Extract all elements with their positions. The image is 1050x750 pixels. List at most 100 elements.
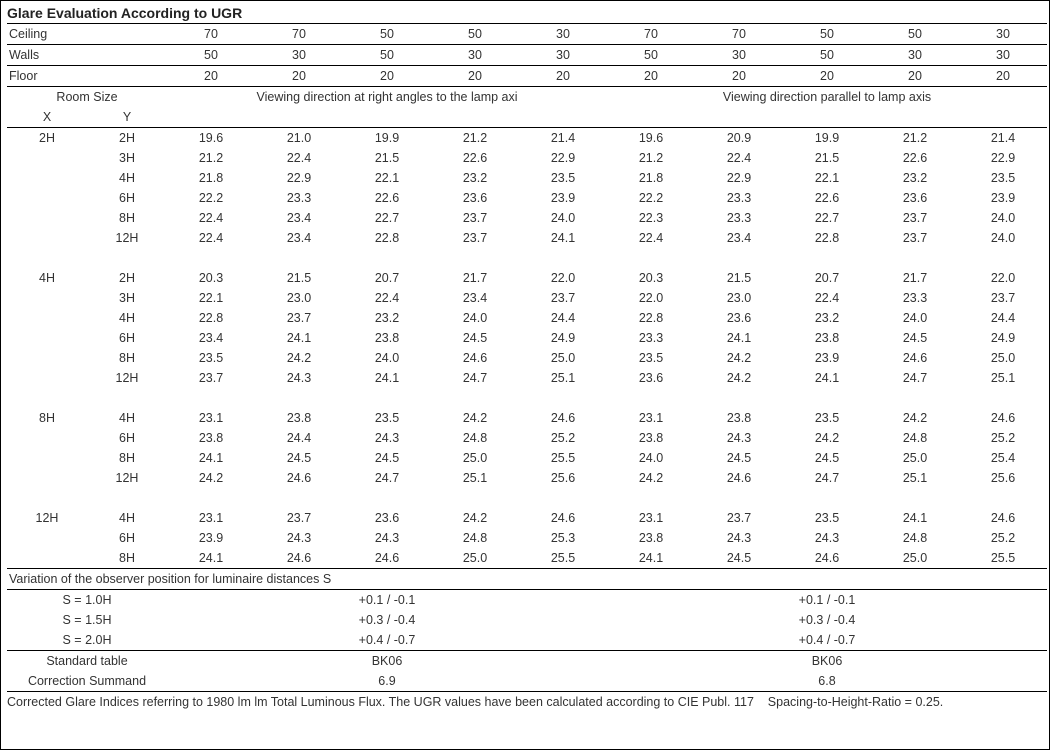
header-left-1: 20 (255, 66, 343, 87)
value-left: 24.6 (519, 508, 607, 528)
header-right-0: 20 (607, 66, 695, 87)
value-right: 23.8 (607, 528, 695, 548)
value-right: 24.4 (959, 308, 1047, 328)
header-row-ceiling: Ceiling70705050307070505030 (7, 24, 1047, 45)
value-right: 24.5 (695, 448, 783, 468)
value-right: 24.0 (871, 308, 959, 328)
header-right-4: 30 (959, 45, 1047, 66)
value-left: 23.8 (167, 428, 255, 448)
header-row-walls: Walls50305030305030503030 (7, 45, 1047, 66)
value-right: 23.8 (607, 428, 695, 448)
y-cell: 8H (87, 208, 167, 228)
x-cell (7, 448, 87, 468)
variation-heading-row: Variation of the observer position for l… (7, 569, 1047, 590)
value-right: 24.6 (959, 508, 1047, 528)
value-left: 24.2 (431, 408, 519, 428)
group-spacer (7, 488, 1047, 508)
data-row: 3H21.222.421.522.622.921.222.421.522.622… (7, 148, 1047, 168)
value-right: 21.2 (607, 148, 695, 168)
y-cell: 4H (87, 168, 167, 188)
variation-right: +0.3 / -0.4 (607, 610, 1047, 630)
value-right: 23.2 (783, 308, 871, 328)
value-left: 21.0 (255, 128, 343, 149)
value-left: 23.1 (167, 508, 255, 528)
value-left: 23.1 (167, 408, 255, 428)
value-right: 25.4 (959, 448, 1047, 468)
value-right: 21.5 (783, 148, 871, 168)
direction-left: Viewing direction at right angles to the… (167, 87, 607, 108)
value-left: 23.9 (167, 528, 255, 548)
x-cell: 4H (7, 268, 87, 288)
value-left: 23.4 (255, 208, 343, 228)
y-cell: 6H (87, 188, 167, 208)
y-cell: 6H (87, 328, 167, 348)
value-left: 25.6 (519, 468, 607, 488)
value-right: 23.5 (783, 408, 871, 428)
data-row: 6H22.223.322.623.623.922.223.322.623.623… (7, 188, 1047, 208)
value-right: 23.5 (783, 508, 871, 528)
y-cell: 4H (87, 508, 167, 528)
value-left: 22.0 (519, 268, 607, 288)
x-cell (7, 468, 87, 488)
correction-summand-right: 6.8 (607, 671, 1047, 692)
value-left: 24.8 (431, 528, 519, 548)
value-left: 23.7 (431, 228, 519, 248)
data-row: 8H24.124.524.525.025.524.024.524.525.025… (7, 448, 1047, 468)
value-right: 24.6 (695, 468, 783, 488)
value-right: 25.2 (959, 428, 1047, 448)
value-right: 22.2 (607, 188, 695, 208)
x-cell (7, 328, 87, 348)
value-left: 25.5 (519, 448, 607, 468)
value-right: 24.3 (695, 528, 783, 548)
value-left: 25.2 (519, 428, 607, 448)
value-left: 22.8 (167, 308, 255, 328)
value-left: 23.6 (343, 508, 431, 528)
value-right: 24.5 (783, 448, 871, 468)
ugr-table: Ceiling70705050307070505030Walls50305030… (7, 23, 1047, 692)
value-left: 23.5 (343, 408, 431, 428)
value-right: 23.4 (695, 228, 783, 248)
variation-left: +0.3 / -0.4 (167, 610, 607, 630)
x-cell (7, 228, 87, 248)
value-right: 23.8 (695, 408, 783, 428)
x-cell (7, 548, 87, 569)
header-right-1: 70 (695, 24, 783, 45)
value-right: 25.2 (959, 528, 1047, 548)
y-cell: 2H (87, 268, 167, 288)
value-left: 22.6 (431, 148, 519, 168)
header-right-2: 50 (783, 24, 871, 45)
x-cell (7, 288, 87, 308)
value-left: 23.4 (431, 288, 519, 308)
s-label: S = 1.5H (7, 610, 167, 630)
x-cell (7, 168, 87, 188)
variation-heading: Variation of the observer position for l… (7, 569, 1047, 590)
value-right: 23.8 (783, 328, 871, 348)
value-left: 25.3 (519, 528, 607, 548)
x-cell: 8H (7, 408, 87, 428)
value-right: 22.9 (959, 148, 1047, 168)
value-right: 23.1 (607, 508, 695, 528)
value-left: 23.9 (519, 188, 607, 208)
correction-summand-row: Correction Summand6.96.8 (7, 671, 1047, 692)
page-title: Glare Evaluation According to UGR (7, 5, 1043, 21)
data-row: 6H23.924.324.324.825.323.824.324.324.825… (7, 528, 1047, 548)
s-label: S = 2.0H (7, 630, 167, 651)
value-right: 23.3 (607, 328, 695, 348)
data-row: 8H24.124.624.625.025.524.124.524.625.025… (7, 548, 1047, 569)
value-left: 23.2 (343, 308, 431, 328)
value-right: 24.2 (695, 368, 783, 388)
x-cell (7, 528, 87, 548)
y-label: Y (87, 107, 167, 128)
variation-row: S = 1.0H+0.1 / -0.1+0.1 / -0.1 (7, 590, 1047, 611)
data-row: 12H23.724.324.124.725.123.624.224.124.72… (7, 368, 1047, 388)
header-left-2: 20 (343, 66, 431, 87)
value-left: 24.5 (431, 328, 519, 348)
value-right: 23.9 (959, 188, 1047, 208)
value-left: 20.3 (167, 268, 255, 288)
value-left: 23.7 (519, 288, 607, 308)
value-left: 22.4 (167, 228, 255, 248)
s-label: S = 1.0H (7, 590, 167, 611)
value-right: 22.7 (783, 208, 871, 228)
value-right: 22.0 (607, 288, 695, 308)
y-cell: 6H (87, 528, 167, 548)
